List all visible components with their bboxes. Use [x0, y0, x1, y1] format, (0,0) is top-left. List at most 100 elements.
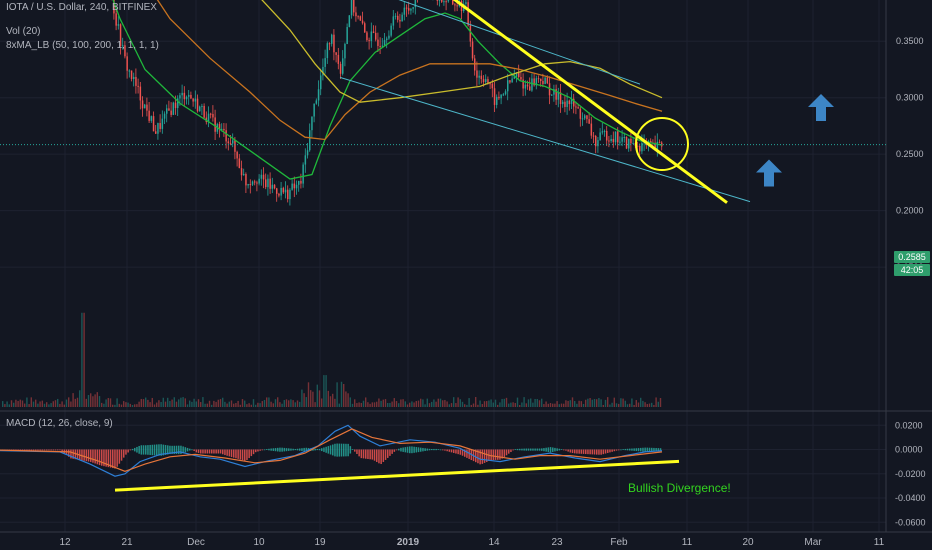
volume-bar: [398, 403, 400, 407]
macd-histogram-bar: [208, 449, 211, 454]
volume-bar: [521, 402, 523, 407]
volume-bar: [404, 401, 406, 407]
macd-histogram-bar: [321, 448, 323, 452]
volume-bar: [134, 404, 136, 407]
macd-histogram-bar: [301, 448, 303, 452]
macd-histogram-bar: [618, 449, 620, 451]
macd-histogram-bar: [90, 449, 92, 462]
candle-body: [335, 52, 337, 55]
ma-label: 8xMA_LB (50, 100, 200, 1, 1, 1, 1): [6, 40, 159, 51]
volume-bar: [178, 399, 180, 407]
volume-bar: [299, 401, 301, 407]
volume-bar: [215, 401, 217, 407]
volume-bar: [611, 402, 613, 407]
macd-histogram-bar: [235, 449, 237, 459]
candle-body: [284, 189, 287, 193]
volume-bar: [171, 399, 173, 407]
macd-histogram-bar: [182, 446, 184, 454]
volume-bar: [259, 403, 261, 407]
volume-bar: [351, 403, 354, 407]
macd-histogram-bar: [248, 449, 250, 459]
volume-bar: [600, 399, 602, 407]
volume-bar: [488, 400, 490, 407]
candle-body: [557, 92, 560, 100]
macd-histogram-bar: [607, 449, 609, 453]
candle-body: [203, 106, 205, 118]
volume-bar: [277, 397, 279, 407]
volume-bar: [39, 401, 41, 407]
candle-body: [533, 78, 535, 86]
volume-bar: [453, 397, 455, 407]
macd-histogram-bar: [624, 448, 627, 451]
volume-bar: [635, 400, 637, 407]
candle-body: [515, 73, 518, 77]
candle-body: [443, 1, 445, 3]
macd-histogram-bar: [145, 445, 147, 455]
volume-bar: [558, 404, 560, 407]
candle-body: [474, 58, 476, 71]
volume-bar: [76, 397, 79, 407]
macd-histogram-bar: [558, 448, 561, 451]
macd-histogram-bar: [380, 449, 382, 464]
macd-histogram-bar: [169, 445, 171, 455]
volume-bar: [613, 397, 615, 407]
volume-bar: [303, 393, 305, 407]
volume-bar: [560, 403, 563, 407]
macd-histogram-bar: [101, 449, 103, 466]
macd-histogram-bar: [646, 447, 649, 452]
macd-histogram-bar: [167, 445, 169, 455]
macd-histogram-bar: [426, 448, 429, 451]
macd-histogram-bar: [244, 449, 246, 461]
candle-body: [194, 98, 197, 102]
volume-bar: [2, 401, 4, 407]
candle-body: [192, 98, 194, 102]
macd-histogram-bar: [171, 445, 173, 454]
price-tick-label-2: 0.2500: [896, 149, 924, 159]
candle-body: [139, 86, 142, 101]
volume-bar: [48, 404, 50, 407]
volume-bar: [191, 401, 193, 407]
macd-histogram-bar: [123, 449, 125, 458]
macd-histogram-bar: [61, 449, 63, 452]
macd-histogram-bar: [32, 449, 35, 451]
candle-body: [621, 137, 623, 142]
volume-bar: [200, 402, 202, 407]
volume-bar: [433, 399, 435, 407]
candle-body: [540, 78, 542, 82]
candle-body: [293, 183, 296, 189]
candle-body: [577, 107, 579, 109]
candle-body: [313, 103, 315, 117]
macd-histogram-bar: [48, 449, 50, 451]
candle-body: [465, 2, 467, 4]
macd-histogram-bar: [505, 449, 508, 456]
candle-body: [520, 77, 522, 80]
volume-bar: [222, 397, 224, 407]
volume-bar: [336, 382, 338, 407]
macd-histogram-bar: [442, 449, 444, 451]
candle-body: [174, 102, 177, 109]
volume-bar: [523, 397, 525, 407]
volume-bar: [72, 393, 74, 407]
candle-body: [559, 92, 562, 105]
volume-bar: [514, 403, 516, 407]
volume-bar: [182, 397, 184, 407]
volume-bar: [356, 403, 358, 407]
candle-body: [320, 75, 322, 90]
macd-histogram-bar: [83, 449, 85, 461]
macd-histogram-bar: [655, 448, 657, 452]
volume-bar: [204, 403, 206, 407]
macd-histogram-bar: [193, 449, 195, 451]
macd-histogram-bar: [162, 444, 165, 456]
macd-histogram-bar: [149, 444, 151, 455]
candle-body: [146, 104, 148, 111]
macd-histogram-bar: [57, 449, 59, 451]
volume-bar: [417, 400, 420, 407]
volume-bar: [651, 402, 653, 407]
volume-bar: [393, 398, 395, 407]
candle-body: [498, 96, 500, 99]
macd-histogram-bar: [268, 448, 270, 451]
macd-histogram-bar: [173, 445, 176, 454]
volume-bar: [219, 399, 222, 407]
volume-bar: [274, 399, 277, 407]
volume-bar: [602, 404, 604, 407]
